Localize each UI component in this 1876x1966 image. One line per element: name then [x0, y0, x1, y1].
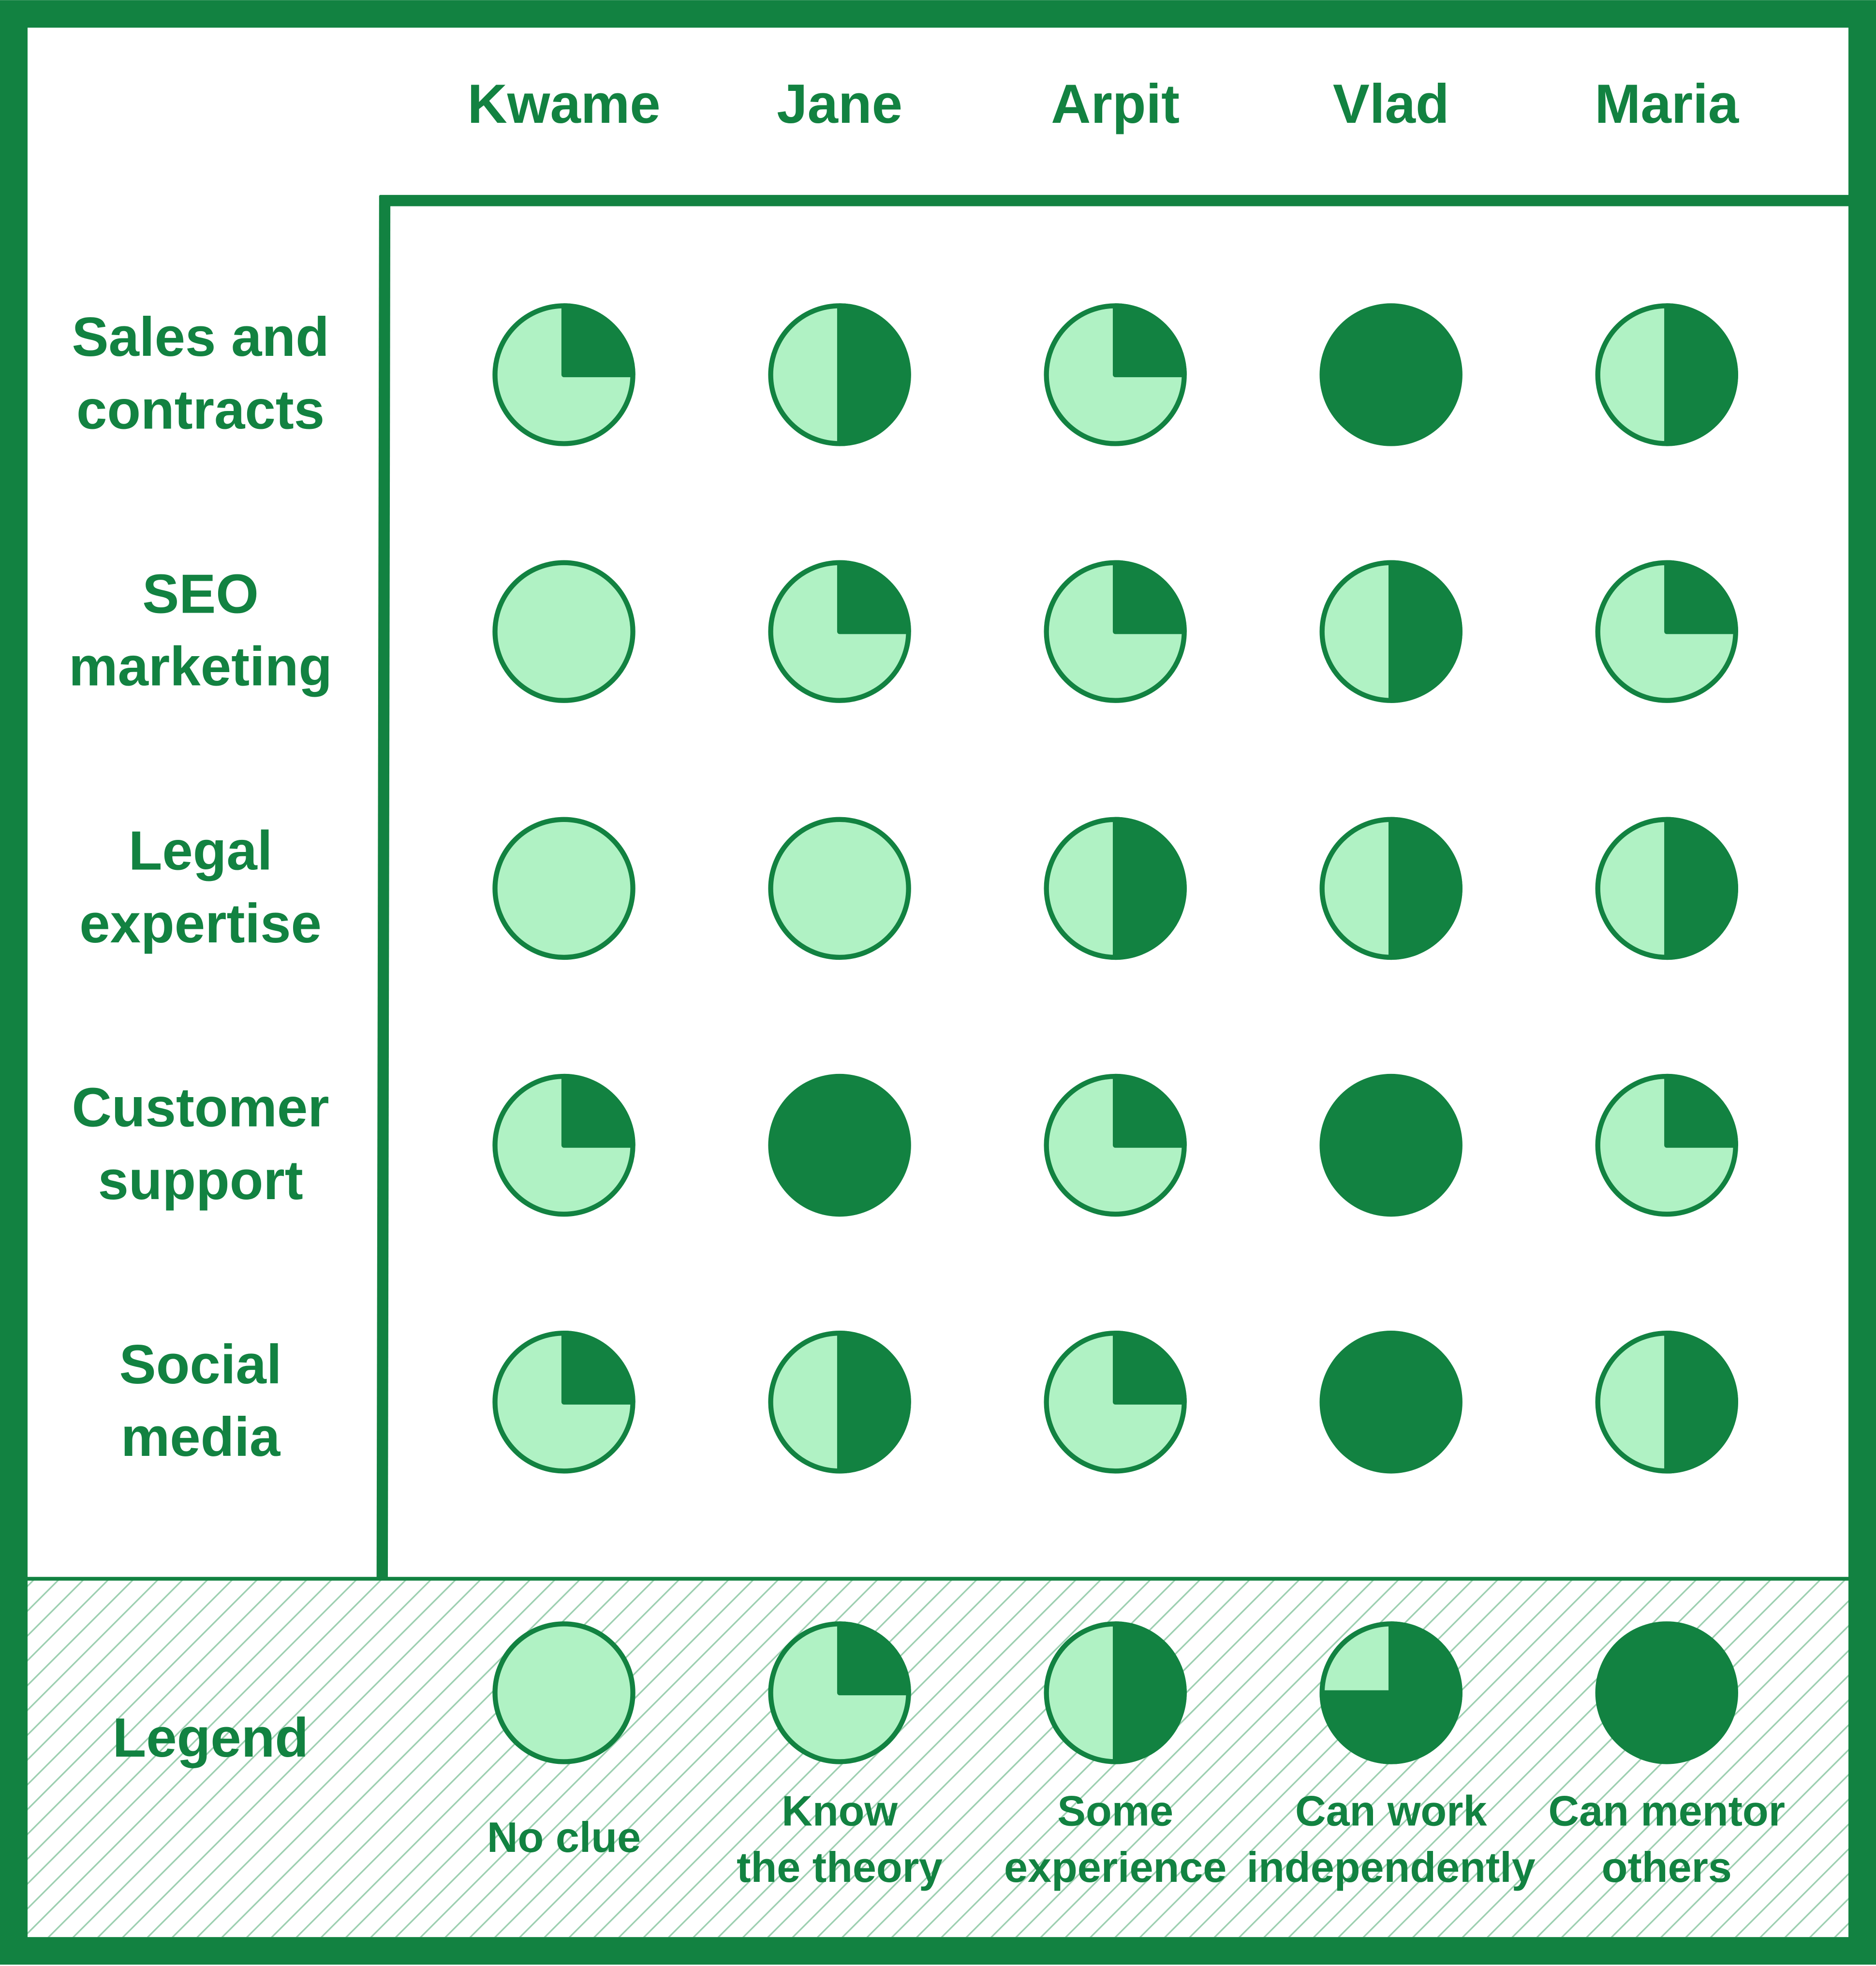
row-label: marketing	[69, 636, 332, 698]
skill-level-mark	[1595, 560, 1738, 703]
skill-level-mark	[1595, 1073, 1738, 1217]
row-label: contracts	[76, 379, 325, 440]
full-pie-mark	[1595, 1621, 1738, 1764]
skill-level-mark	[492, 1073, 635, 1217]
legend-label: experience	[1004, 1843, 1226, 1891]
pie-fill-mark	[561, 1331, 635, 1405]
pie-fill-mark	[1664, 560, 1738, 634]
pie-fill-mark	[1112, 1331, 1187, 1405]
skill-level-mark	[1595, 303, 1738, 446]
column-header: Maria	[1595, 73, 1739, 135]
pie-fill-mark	[1112, 560, 1187, 634]
skill-level-mark	[768, 303, 911, 446]
legend-label: others	[1602, 1843, 1732, 1891]
pie-fill-mark	[837, 303, 911, 446]
row-label: support	[98, 1150, 303, 1211]
pie-fill-mark	[1664, 817, 1738, 960]
row-label: media	[121, 1407, 281, 1468]
row-label-divider	[376, 195, 391, 1579]
row-label: Legal	[129, 820, 273, 881]
legend-band	[28, 1579, 1848, 1937]
pie-fill-mark	[1664, 1331, 1738, 1474]
pie-base	[492, 1621, 635, 1764]
full-pie-mark	[1319, 1331, 1462, 1474]
legend-mark	[768, 1621, 911, 1764]
column-header: Kwame	[467, 73, 660, 135]
row-label: Sales and	[72, 307, 329, 368]
legend-label: the theory	[737, 1843, 943, 1891]
skill-level-mark	[1319, 303, 1462, 446]
skill-level-mark	[1044, 817, 1187, 960]
skill-level-mark	[1595, 1331, 1738, 1474]
row-label: SEO	[142, 563, 259, 625]
pie-fill-mark	[561, 303, 635, 378]
pie-fill-mark	[1112, 1073, 1187, 1148]
full-pie-mark	[1319, 303, 1462, 446]
pie-fill-mark	[1389, 817, 1462, 960]
skill-level-mark	[1044, 1331, 1187, 1474]
pie-fill-mark	[1112, 1621, 1187, 1764]
skill-level-mark	[1319, 817, 1462, 960]
legend-label: No clue	[487, 1813, 641, 1861]
pie-fill-mark	[1112, 303, 1187, 378]
pie-fill-mark	[837, 1621, 911, 1696]
legend-mark	[1044, 1621, 1187, 1764]
skill-level-mark	[768, 1331, 911, 1474]
column-header: Jane	[777, 73, 902, 135]
legend-title: Legend	[113, 1707, 309, 1769]
pie-fill-mark	[837, 560, 911, 634]
skill-level-mark	[1044, 1073, 1187, 1217]
skill-level-mark	[768, 560, 911, 703]
skill-level-mark	[1044, 303, 1187, 446]
pie-base	[492, 560, 635, 703]
pie-base	[492, 817, 635, 960]
legend-label: Can work	[1295, 1787, 1488, 1835]
skill-level-mark	[1319, 560, 1462, 703]
legend-label: Know	[782, 1787, 898, 1835]
column-header: Arpit	[1051, 73, 1180, 135]
row-label: expertise	[79, 893, 322, 954]
legend-mark	[1319, 1621, 1462, 1764]
skill-level-mark	[1044, 560, 1187, 703]
skill-level-mark	[492, 560, 635, 703]
pie-fill-mark	[561, 1073, 635, 1148]
pie-fill-mark	[1389, 560, 1462, 703]
skill-level-mark	[492, 1331, 635, 1474]
legend-label: independently	[1247, 1843, 1536, 1891]
legend-mark	[492, 1621, 635, 1764]
row-label: Social	[119, 1334, 282, 1395]
skill-level-mark	[768, 817, 911, 960]
skill-level-mark	[1595, 817, 1738, 960]
legend-label: Some	[1057, 1787, 1173, 1835]
skill-level-mark	[1319, 1073, 1462, 1217]
column-header: Vlad	[1333, 73, 1449, 135]
pie-fill-mark	[1112, 817, 1187, 960]
skill-level-mark	[1319, 1331, 1462, 1474]
legend-label: Can mentor	[1549, 1787, 1785, 1835]
pie-fill-mark	[1664, 1073, 1738, 1148]
pie-fill-mark	[837, 1331, 911, 1474]
row-label: Customer	[72, 1077, 329, 1139]
full-pie-mark	[768, 1073, 911, 1217]
pie-base	[768, 817, 911, 960]
full-pie-mark	[1319, 1073, 1462, 1217]
skill-level-mark	[492, 817, 635, 960]
legend-mark	[1595, 1621, 1738, 1764]
pie-fill-mark	[1319, 1621, 1462, 1764]
skill-level-mark	[768, 1073, 911, 1217]
pie-fill-mark	[1664, 303, 1738, 446]
skill-level-mark	[492, 303, 635, 446]
